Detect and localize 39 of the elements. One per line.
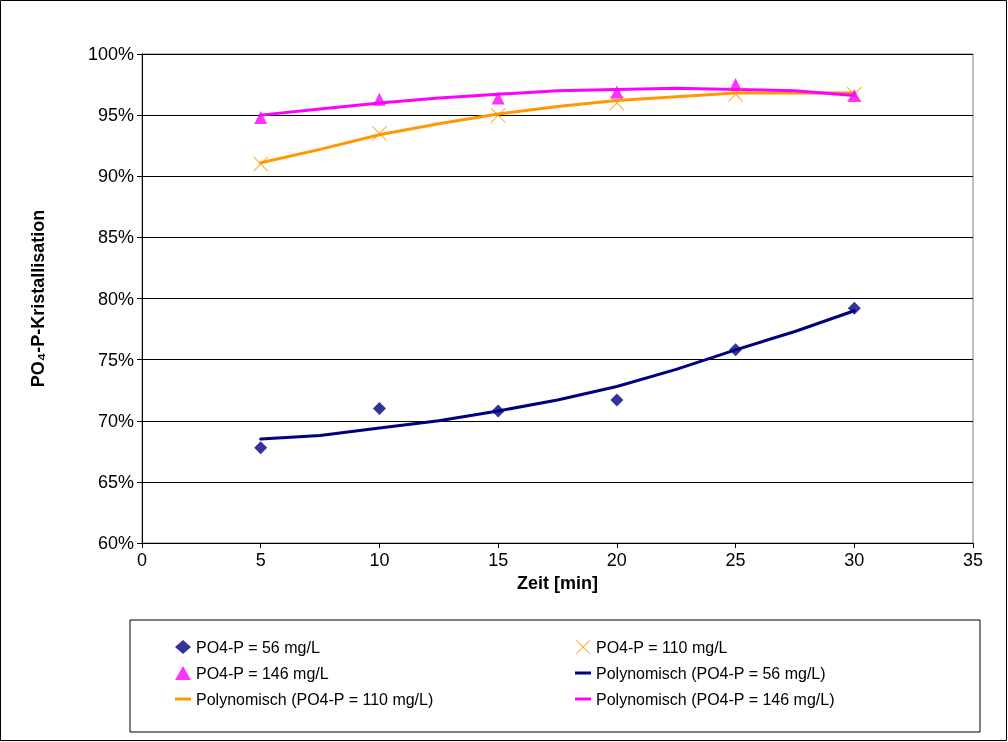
legend-label: PO4-P = 110 mg/L bbox=[596, 638, 728, 656]
legend-label: PO4-P = 56 mg/L bbox=[196, 638, 320, 656]
y-tick-label: 80% bbox=[97, 288, 134, 309]
x-axis-title: Zeit [min] bbox=[517, 572, 598, 593]
x-tick-label: 20 bbox=[606, 550, 627, 570]
legend-label: Polynomisch (PO4-P = 56 mg/L) bbox=[596, 664, 826, 682]
legend-label: PO4-P = 146 mg/L bbox=[196, 664, 329, 682]
point bbox=[253, 156, 269, 172]
y-tick-label: 95% bbox=[97, 105, 134, 126]
x-tick-label: 0 bbox=[136, 550, 148, 570]
y-tick-label: 100% bbox=[87, 44, 134, 64]
y-tick-label: 90% bbox=[97, 166, 134, 187]
point bbox=[372, 402, 386, 416]
x-tick-label: 35 bbox=[962, 550, 984, 570]
point bbox=[610, 393, 624, 407]
legend-label: Polynomisch (PO4-P = 110 mg/L) bbox=[196, 690, 434, 708]
y-tick-label: 70% bbox=[97, 410, 134, 431]
legend-label: Polynomisch (PO4-P = 146 mg/L) bbox=[596, 690, 835, 708]
y-axis-title: PO₄-P-Kristallisation bbox=[28, 209, 48, 388]
y-tick-label: 65% bbox=[97, 471, 134, 492]
x-tick-label: 10 bbox=[369, 550, 390, 570]
y-tick-label: 75% bbox=[97, 349, 134, 370]
point bbox=[729, 78, 743, 92]
point bbox=[610, 85, 624, 99]
y-tick-label: 85% bbox=[97, 227, 134, 248]
x-tick-label: 30 bbox=[844, 550, 865, 570]
point bbox=[729, 343, 743, 357]
x-tick-label: 15 bbox=[488, 550, 509, 570]
point bbox=[372, 92, 386, 106]
point bbox=[254, 441, 268, 455]
x-tick-label: 5 bbox=[255, 550, 266, 570]
point bbox=[491, 404, 505, 418]
point bbox=[254, 111, 268, 125]
x-tick-label: 25 bbox=[725, 550, 746, 570]
point bbox=[609, 95, 625, 111]
point bbox=[490, 107, 506, 123]
y-tick-label: 60% bbox=[97, 533, 134, 553]
point bbox=[491, 91, 505, 105]
point bbox=[847, 301, 861, 315]
